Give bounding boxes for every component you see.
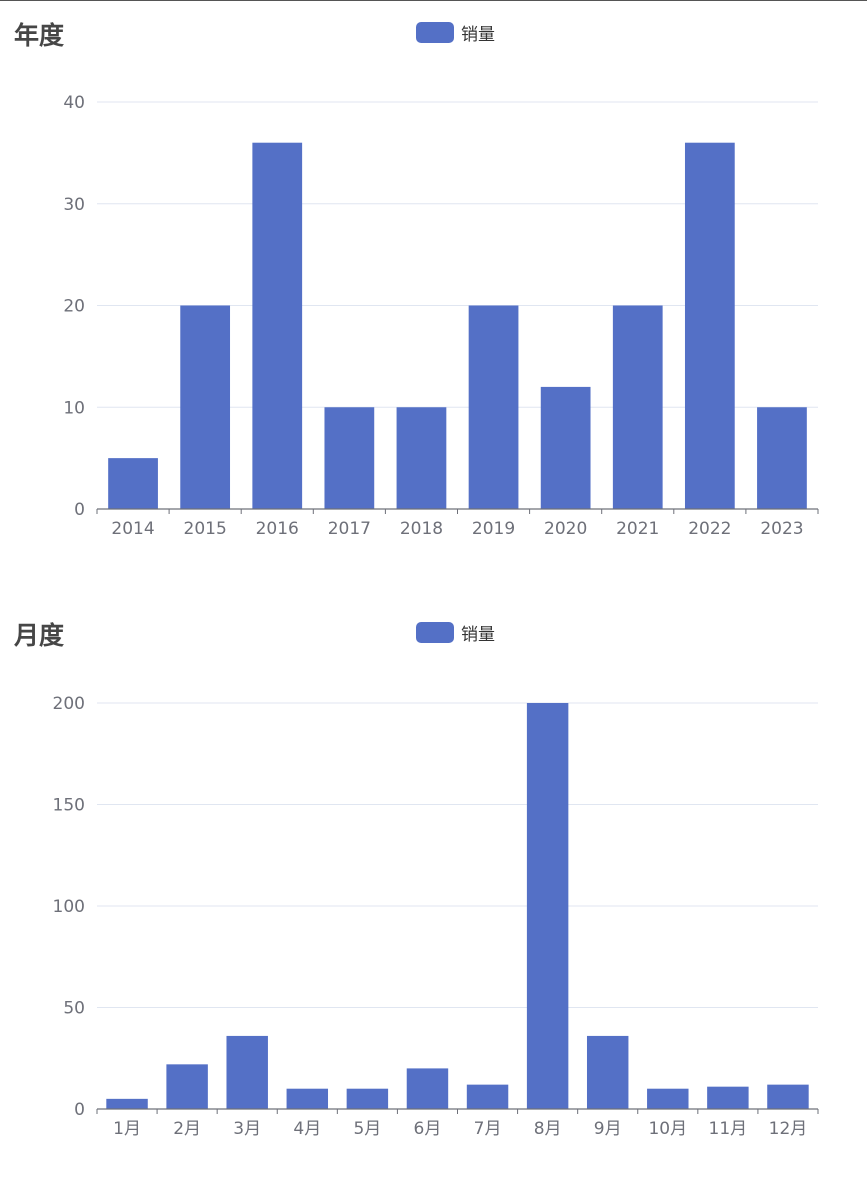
annual-chart-panel: 年度 销量 0 10 20 30 40 2014 2015 2016 2017 2018 2019 2… [0, 0, 867, 590]
x-tick-label: 7月 [474, 1119, 502, 1139]
bar [396, 407, 447, 509]
x-tick-label: 2015 [184, 519, 227, 539]
legend-label: 销量 [461, 25, 495, 45]
chart-title: 月度 [14, 621, 65, 650]
x-tick-label: 8月 [534, 1119, 562, 1139]
bar [286, 1088, 329, 1109]
y-tick-label: 100 [53, 897, 85, 917]
x-tick-label: 4月 [293, 1119, 321, 1139]
x-tick-label: 12月 [769, 1119, 808, 1139]
bar [106, 1098, 148, 1109]
bar [647, 1088, 689, 1109]
bar [252, 142, 303, 509]
bar [466, 1084, 509, 1109]
x-tick-label: 2014 [111, 519, 154, 539]
legend-swatch [416, 22, 454, 43]
monthly-bar-chart: 0 50 100 150 200 1月 2月 3月 4月 5月 6月 7月 8月 9月 10月 11月 12月 [53, 694, 819, 1139]
y-tick-label: 30 [63, 195, 85, 215]
top-border [0, 0, 867, 1]
x-tick-label: 9月 [594, 1119, 622, 1139]
annual-bar-chart: 0 10 20 30 40 2014 2015 2016 2017 2018 2019 2020 202… [63, 93, 819, 539]
y-tick-label: 200 [53, 694, 85, 714]
x-tick-label: 6月 [414, 1119, 442, 1139]
y-tick-label: 150 [53, 796, 85, 816]
x-tick-label: 5月 [353, 1119, 381, 1139]
bar [406, 1068, 449, 1109]
bar [586, 1035, 629, 1109]
y-tick-label: 10 [63, 398, 85, 418]
bar [540, 386, 591, 509]
bar [757, 407, 807, 509]
bar [767, 1084, 809, 1109]
x-tick-label: 2019 [472, 519, 515, 539]
x-tick-label: 3月 [233, 1119, 261, 1139]
x-tick-label: 2月 [173, 1119, 201, 1139]
legend-label: 销量 [461, 625, 495, 645]
bar [468, 305, 519, 509]
x-tick-label: 1月 [113, 1119, 141, 1139]
x-tick-label: 2020 [544, 519, 587, 539]
bar [324, 407, 375, 509]
x-tick-label: 10月 [648, 1119, 687, 1139]
legend[interactable]: 销量 [416, 620, 495, 645]
bar [707, 1086, 749, 1109]
bar [166, 1064, 208, 1109]
bar [180, 305, 231, 509]
monthly-chart-panel: 月度 销量 0 50 100 150 200 1月 2月 3月 4月 5月 6月 7月 8月 9月 10月 1… [0, 600, 867, 1190]
x-tick-label: 2021 [616, 519, 659, 539]
bar [226, 1035, 268, 1109]
bar [346, 1088, 389, 1109]
y-tick-label: 50 [63, 999, 85, 1019]
y-tick-label: 0 [74, 1100, 85, 1120]
y-tick-label: 40 [63, 93, 85, 113]
bar [526, 703, 569, 1109]
legend-swatch [416, 622, 454, 643]
y-tick-label: 20 [63, 297, 85, 317]
x-tick-label: 2018 [400, 519, 443, 539]
bar [684, 142, 735, 509]
legend[interactable]: 销量 [416, 20, 495, 45]
chart-title: 年度 [14, 21, 65, 50]
x-tick-label: 2023 [760, 519, 803, 539]
bar [108, 458, 158, 509]
y-tick-label: 0 [74, 500, 85, 520]
x-tick-label: 2017 [328, 519, 371, 539]
x-tick-label: 11月 [709, 1119, 748, 1139]
bar [612, 305, 663, 509]
x-tick-label: 2022 [688, 519, 731, 539]
x-tick-label: 2016 [256, 519, 299, 539]
